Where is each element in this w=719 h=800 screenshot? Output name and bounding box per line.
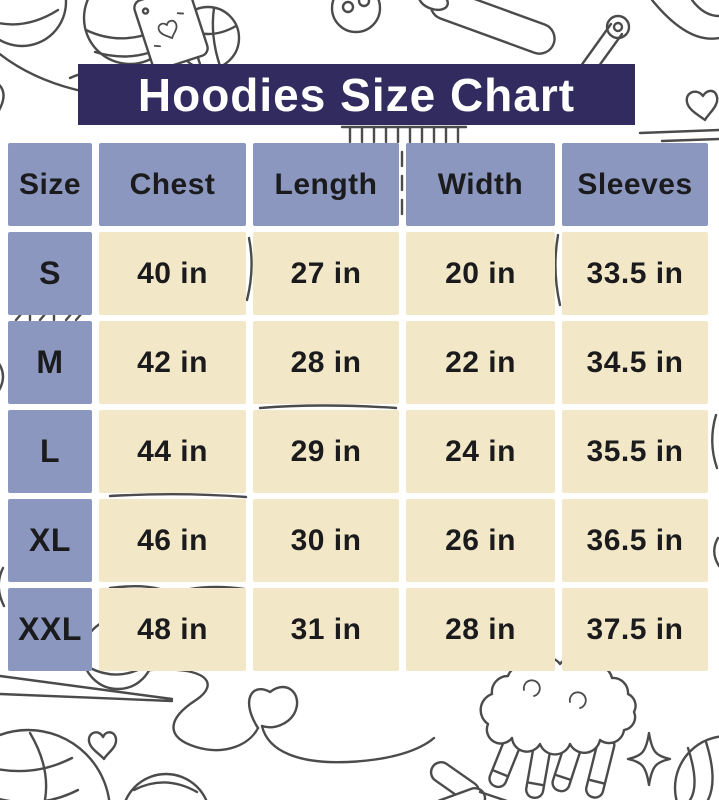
knitting-needle-icon [417, 0, 556, 55]
mitten-edge-icon [690, 0, 719, 18]
measurement-cell: 31 in [253, 588, 399, 671]
knit-cuff-icon [340, 125, 468, 144]
measurement-cell: 46 in [99, 499, 246, 582]
measurement-cell: 24 in [406, 410, 555, 493]
column-header-width: Width [406, 143, 555, 226]
page-title: Hoodies Size Chart [137, 68, 576, 121]
squiggle-icon [0, 83, 5, 111]
measurement-cell: 29 in [253, 410, 399, 493]
measurement-cell: 30 in [253, 499, 399, 582]
yarn-ball-icon [673, 735, 719, 800]
measurement-cell: 27 in [253, 232, 399, 315]
size-label-cell: M [8, 321, 92, 404]
size-label-cell: XXL [8, 588, 92, 671]
sheep-icon [479, 656, 637, 800]
size-label-cell: S [8, 232, 92, 315]
column-header-length: Length [253, 143, 399, 226]
size-label-cell: L [8, 410, 92, 493]
measurement-cell: 26 in [406, 499, 555, 582]
measurement-cell: 28 in [406, 588, 555, 671]
mitten-edge-icon [650, 0, 719, 40]
measurement-cell: 42 in [99, 321, 246, 404]
measurement-cell: 48 in [99, 588, 246, 671]
sparkle-icon [626, 731, 672, 787]
measurement-cell: 20 in [406, 232, 555, 315]
measurement-cell: 44 in [99, 410, 246, 493]
title-banner: Hoodies Size Chart [78, 64, 635, 125]
gift-tag-icon [133, 0, 209, 71]
needle-tip-icon [0, 674, 174, 703]
measurement-cell: 40 in [99, 232, 246, 315]
yarn-ball-icon [0, 0, 68, 48]
scissors-icon [429, 761, 508, 800]
yarn-ball-icon [0, 728, 111, 800]
yarn-ball-icon [124, 772, 208, 800]
measurement-cell: 36.5 in [562, 499, 708, 582]
size-label-cell: XL [8, 499, 92, 582]
column-header-sleeves: Sleeves [562, 143, 708, 226]
measurement-cell: 34.5 in [562, 321, 708, 404]
heart-icon [685, 89, 719, 122]
column-header-chest: Chest [99, 143, 246, 226]
yarn-strand-icon [660, 137, 719, 143]
measurement-cell: 35.5 in [562, 410, 708, 493]
measurement-cell: 28 in [253, 321, 399, 404]
measurement-cell: 37.5 in [562, 588, 708, 671]
yarn-strand-icon [638, 128, 719, 135]
measurement-cell: 22 in [406, 321, 555, 404]
measurement-cell: 33.5 in [562, 232, 708, 315]
safety-pin-icon [573, 14, 631, 87]
size-chart-table: Size Chest Length Width Sleeves S 40 in … [8, 143, 708, 671]
heart-icon [87, 731, 118, 761]
button-icon [330, 0, 382, 34]
column-header-size: Size [8, 143, 92, 226]
